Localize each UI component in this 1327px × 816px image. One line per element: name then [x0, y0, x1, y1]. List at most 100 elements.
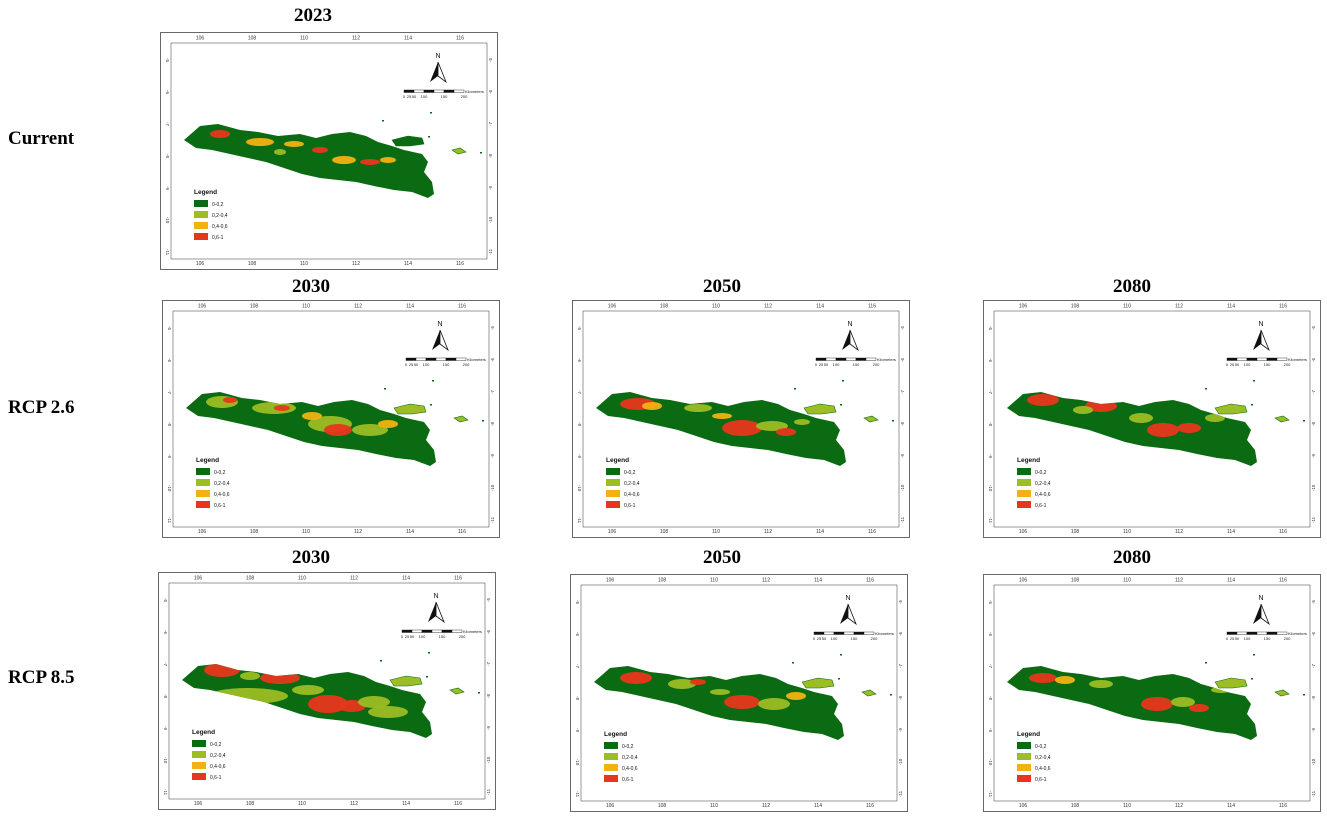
- lon-tick-label: 114: [406, 529, 414, 535]
- map-panel-rcp85-2030: 106 106 108 108 110 110 112 112 114 114 116 116 -5 -5…: [158, 572, 496, 810]
- lon-tick-label: 116: [866, 578, 874, 584]
- lat-tick-label: -8: [988, 696, 993, 700]
- lon-tick-label: 108: [1071, 578, 1080, 584]
- scale-unit-label: Kilometers: [1288, 357, 1307, 362]
- lat-tick-label: -7: [988, 664, 993, 668]
- lon-tick-label: 106: [1019, 578, 1028, 584]
- map-legend: Legend 0-0,2 0,2-0,4 0,4-0,6 0,6-1: [196, 457, 230, 509]
- lat-tick-label: -10: [577, 485, 582, 492]
- legend-swatch: [606, 501, 620, 508]
- lon-tick-label: 114: [404, 261, 412, 267]
- legend-label: 0,4-0,6: [214, 492, 230, 498]
- lon-tick-label: 116: [1279, 304, 1287, 310]
- lat-tick-label: -5: [900, 326, 905, 330]
- year-label-rcp85-2050: 2050: [703, 547, 741, 568]
- lon-tick-label: 116: [866, 803, 874, 809]
- lat-tick-label: -9: [898, 728, 903, 732]
- legend-label: 0,6-1: [1035, 777, 1047, 783]
- map-svg: 106 106 108 108 110 110 112 112 114 114 116 116 -5 -5…: [570, 574, 908, 812]
- scale-unit-label: Kilometers: [875, 631, 894, 636]
- lon-tick-label: 116: [1279, 578, 1287, 584]
- lat-tick-label: -10: [165, 217, 170, 224]
- lon-tick-label: 112: [352, 36, 360, 42]
- scale-tick-label: 25: [405, 634, 410, 639]
- lon-tick-label: 116: [454, 576, 462, 582]
- lat-tick-label: -8: [167, 422, 172, 426]
- madura-island: [391, 135, 425, 147]
- hazard-zones: [210, 130, 396, 165]
- scale-tick-label: 50: [414, 362, 419, 367]
- lon-tick-label: 108: [660, 304, 669, 310]
- java-island: [182, 664, 432, 738]
- scale-tick-label: 25: [407, 94, 412, 99]
- lat-tick-label: -8: [1311, 696, 1316, 700]
- lon-tick-label: 110: [712, 304, 720, 310]
- legend-swatch: [194, 233, 208, 240]
- year-label-current-2023: 2023: [294, 5, 332, 26]
- lon-tick-label: 110: [712, 529, 720, 535]
- lat-tick-label: -7: [1311, 390, 1316, 394]
- lon-tick-label: 116: [458, 529, 466, 535]
- lon-tick-label: 110: [1123, 529, 1131, 535]
- north-label: N: [437, 321, 442, 328]
- legend-swatch: [194, 211, 208, 218]
- map-panel-rcp26-2050: 106 106 108 108 110 110 112 112 114 114 116 116 -5 -5…: [572, 300, 910, 538]
- scale-tick-label: 100: [421, 94, 428, 99]
- legend-swatch: [192, 762, 206, 769]
- lat-tick-label: -11: [165, 249, 170, 256]
- lon-tick-label: 112: [350, 576, 358, 582]
- lon-tick-label: 110: [710, 578, 718, 584]
- legend-swatch: [196, 479, 210, 486]
- legend-swatch: [1017, 753, 1031, 760]
- scale-tick-label: 0: [1226, 362, 1229, 367]
- lon-tick-label: 110: [710, 803, 718, 809]
- legend-title: Legend: [604, 731, 627, 738]
- lat-tick-label: -6: [490, 358, 495, 362]
- lat-tick-label: -7: [988, 390, 993, 394]
- lat-tick-label: -9: [1311, 728, 1316, 732]
- lat-tick-label: -6: [167, 358, 172, 362]
- lon-tick-label: 106: [608, 304, 617, 310]
- lat-tick-label: -7: [900, 390, 905, 394]
- lat-tick-label: -11: [486, 788, 491, 795]
- lon-tick-label: 112: [764, 529, 772, 535]
- lon-tick-label: 106: [196, 36, 205, 42]
- north-label: N: [847, 321, 852, 328]
- lon-tick-label: 116: [868, 304, 876, 310]
- lat-tick-label: -5: [577, 326, 582, 330]
- scale-tick-label: 0: [401, 634, 404, 639]
- lat-tick-label: -10: [486, 756, 491, 763]
- scale-tick-label: 0: [1226, 636, 1229, 641]
- madura-island: [803, 403, 837, 415]
- scale-tick-label: 50: [410, 634, 415, 639]
- scale-tick-label: 200: [1284, 636, 1291, 641]
- legend-label: 0,6-1: [622, 777, 634, 783]
- scale-tick-label: 25: [1230, 636, 1235, 641]
- lat-tick-label: -6: [575, 632, 580, 636]
- lat-tick-label: -11: [167, 517, 172, 524]
- lat-tick-label: -10: [898, 758, 903, 765]
- lon-tick-label: 114: [816, 304, 824, 310]
- lon-tick-label: 106: [608, 529, 617, 535]
- year-label-rcp26-2050: 2050: [703, 276, 741, 297]
- lat-tick-label: -9: [577, 454, 582, 458]
- lon-tick-label: 112: [1175, 803, 1183, 809]
- lon-tick-label: 114: [402, 576, 410, 582]
- lat-tick-label: -11: [488, 248, 493, 255]
- lon-tick-label: 108: [658, 578, 667, 584]
- lat-tick-label: -7: [165, 122, 170, 126]
- scale-tick-label: 50: [1235, 636, 1240, 641]
- legend-swatch: [604, 742, 618, 749]
- lon-tick-label: 116: [458, 304, 466, 310]
- lat-tick-label: -10: [988, 485, 993, 492]
- legend-title: Legend: [606, 457, 629, 464]
- lat-tick-label: -7: [577, 390, 582, 394]
- legend-swatch: [606, 490, 620, 497]
- north-arrow-icon: [1253, 603, 1270, 626]
- lon-tick-label: 114: [404, 36, 412, 42]
- lon-tick-label: 114: [1227, 529, 1235, 535]
- legend-label: 0,4-0,6: [212, 224, 228, 230]
